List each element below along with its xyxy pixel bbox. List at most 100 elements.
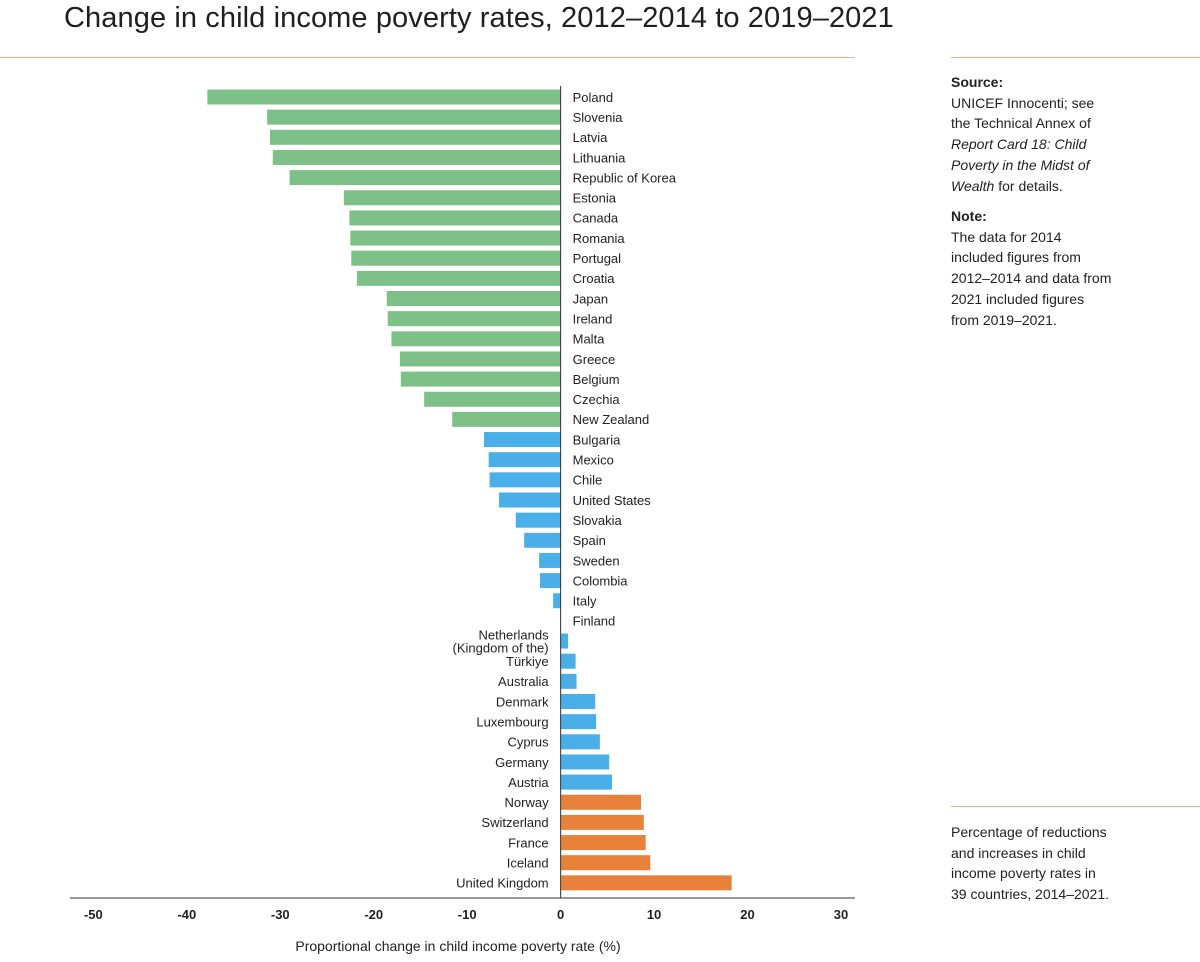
- country-label: Italy: [573, 594, 597, 609]
- country-label: Malta: [573, 332, 606, 347]
- sidebar-bottom-rule: [951, 806, 1200, 807]
- country-label: Australia: [498, 674, 549, 689]
- bar: [391, 331, 561, 347]
- country-label: Sweden: [573, 553, 620, 568]
- country-label: United States: [573, 493, 652, 508]
- bar: [269, 129, 561, 145]
- country-label: Iceland: [507, 856, 549, 871]
- country-label: Canada: [573, 211, 619, 226]
- source-block: Source: UNICEF Innocenti; see the Techni…: [951, 72, 1191, 196]
- bar: [553, 593, 561, 609]
- country-label: Switzerland: [481, 815, 548, 830]
- caption-line: 39 countries, 2014–2021.: [951, 886, 1110, 903]
- bar: [560, 633, 569, 649]
- source-line: UNICEF Innocenti; see: [951, 94, 1095, 111]
- country-label: Germany: [495, 755, 549, 770]
- x-tick-label: -10: [458, 907, 477, 922]
- source-line: the Technical Annex of: [951, 115, 1091, 132]
- x-axis-title: Proportional change in child income pove…: [295, 938, 620, 954]
- bar: [387, 311, 561, 327]
- country-label: United Kingdom: [456, 876, 549, 891]
- country-label: Austria: [508, 775, 549, 790]
- country-label: Luxembourg: [476, 714, 548, 729]
- x-tick-label: 0: [557, 907, 564, 922]
- bar: [272, 149, 561, 165]
- caption-line: Percentage of reductions: [951, 824, 1107, 840]
- country-label: Greece: [573, 352, 616, 367]
- country-label: Portugal: [573, 251, 622, 266]
- bar: [207, 89, 561, 105]
- source-heading: Source:: [951, 74, 1004, 90]
- bar: [488, 452, 561, 468]
- country-label: (Kingdom of the): [453, 640, 549, 655]
- country-label: Latvia: [573, 130, 608, 145]
- bar: [560, 714, 597, 730]
- note-heading: Note:: [951, 208, 987, 224]
- bar: [560, 814, 644, 830]
- country-label: Türkiye: [506, 654, 549, 669]
- bar: [351, 250, 561, 266]
- country-label: Netherlands: [479, 627, 550, 642]
- bar: [560, 754, 610, 770]
- note-line: The data for 2014: [951, 228, 1062, 245]
- caption-block: Percentage of reductions and increases i…: [951, 822, 1191, 905]
- chart-title: Change in child income poverty rates, 20…: [64, 2, 894, 34]
- sidebar-top-rule: [951, 57, 1200, 58]
- country-label: Colombia: [573, 573, 629, 588]
- country-label: Spain: [573, 533, 606, 548]
- bar: [539, 552, 561, 568]
- bar: [349, 210, 561, 226]
- country-label: Czechia: [573, 392, 621, 407]
- country-label: Republic of Korea: [573, 170, 677, 185]
- x-tick-label: 30: [834, 907, 848, 922]
- x-tick-label: 20: [740, 907, 754, 922]
- caption-line: income poverty rates in: [951, 865, 1096, 882]
- bar: [424, 391, 561, 407]
- x-tick-label: -40: [177, 907, 196, 922]
- bar: [515, 512, 561, 528]
- country-label: Ireland: [573, 311, 613, 326]
- bar: [560, 794, 641, 810]
- bar: [267, 109, 561, 125]
- bar: [560, 875, 732, 891]
- country-label: Norway: [505, 795, 550, 810]
- bar: [289, 170, 561, 186]
- bar: [343, 190, 561, 206]
- x-tick-label: -30: [271, 907, 290, 922]
- bar: [560, 694, 596, 709]
- country-label: Denmark: [496, 694, 549, 709]
- country-label: Chile: [573, 473, 603, 488]
- country-label: Romania: [573, 231, 626, 246]
- country-label: Japan: [573, 291, 608, 306]
- bar: [560, 855, 651, 871]
- bar: [350, 230, 561, 246]
- note-block: Note: The data for 2014 included figures…: [951, 206, 1191, 330]
- country-label: France: [508, 835, 548, 850]
- bar: [386, 291, 561, 306]
- note-line: 2012–2014 and data from: [951, 270, 1112, 287]
- note-line: 2021 included figures: [951, 290, 1085, 307]
- country-label: Slovakia: [573, 513, 623, 528]
- country-label: Cyprus: [507, 735, 549, 750]
- note-line: included figures from: [951, 249, 1081, 266]
- title-rule: [0, 57, 855, 58]
- bar: [560, 673, 577, 689]
- country-label: Lithuania: [573, 150, 627, 165]
- bar: [452, 411, 561, 427]
- source-line: Report Card 18: Child: [951, 136, 1087, 153]
- bar: [560, 835, 646, 851]
- country-label: New Zealand: [573, 412, 650, 427]
- bar: [489, 472, 561, 488]
- country-label: Estonia: [573, 191, 617, 206]
- bar: [540, 573, 561, 589]
- bar: [399, 351, 561, 367]
- bar: [560, 653, 576, 669]
- bar: [356, 270, 561, 286]
- caption-line: and increases in child: [951, 844, 1086, 861]
- bar: [524, 532, 561, 548]
- country-label: Mexico: [573, 453, 614, 468]
- x-tick-label: -20: [364, 907, 383, 922]
- country-label: Poland: [573, 90, 613, 105]
- country-label: Croatia: [573, 271, 616, 286]
- x-tick-label: 10: [647, 907, 661, 922]
